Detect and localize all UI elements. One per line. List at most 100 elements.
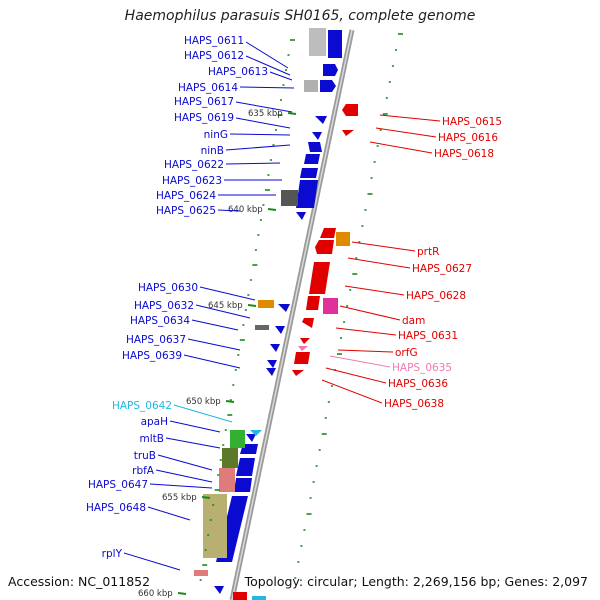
leader-line	[344, 285, 405, 296]
feature-block[interactable]	[336, 232, 350, 246]
gene-block[interactable]	[252, 596, 266, 600]
gene-label[interactable]: HAPS_0627	[412, 263, 472, 275]
gene-label[interactable]: HAPS_0618	[434, 148, 494, 160]
scale-tick	[287, 112, 297, 115]
gene-label[interactable]: HAPS_0623	[162, 175, 222, 187]
feature-block[interactable]	[304, 80, 318, 92]
gene-arrow[interactable]	[267, 360, 277, 368]
gene-label[interactable]: ninG	[204, 129, 228, 141]
gene-block[interactable]	[236, 458, 255, 476]
gene-arrow[interactable]	[246, 434, 256, 442]
feature-block[interactable]	[258, 300, 274, 308]
leader-line	[169, 420, 221, 433]
gene-label[interactable]: HAPS_0611	[184, 35, 244, 47]
gene-label[interactable]: apaH	[141, 416, 168, 428]
gene-label[interactable]: HAPS_0632	[134, 300, 194, 312]
gene-label[interactable]: HAPS_0630	[138, 282, 198, 294]
gene-label[interactable]: ninB	[201, 145, 224, 157]
gene-label[interactable]: truB	[134, 450, 156, 462]
gene-label[interactable]: HAPS_0634	[130, 315, 190, 327]
feature-block[interactable]	[230, 430, 245, 448]
gene-label[interactable]: HAPS_0647	[88, 479, 148, 491]
leader-line	[245, 55, 291, 76]
gene-arrow[interactable]	[342, 130, 354, 136]
gene-label[interactable]: dam	[402, 315, 425, 327]
gene-label[interactable]: HAPS_0638	[384, 398, 444, 410]
gene-arrow[interactable]	[296, 212, 306, 220]
feature-block[interactable]	[255, 325, 269, 330]
gene-block[interactable]	[296, 180, 318, 208]
gene-arrow[interactable]	[214, 586, 224, 594]
gene-label[interactable]: rplY	[102, 548, 123, 560]
gene-label[interactable]: HAPS_0622	[164, 159, 224, 171]
gene-block[interactable]	[294, 352, 310, 364]
leader-line	[191, 319, 239, 331]
gene-label[interactable]: mltB	[140, 433, 164, 445]
feature-block[interactable]	[281, 190, 298, 206]
feature-block[interactable]	[203, 494, 227, 558]
gene-arrow[interactable]	[315, 116, 327, 124]
gene-arrow[interactable]	[250, 430, 262, 436]
gene-label[interactable]: HAPS_0635	[392, 362, 452, 374]
feature-block[interactable]	[194, 570, 208, 576]
scale-label: 660 kbp	[138, 589, 173, 599]
gene-arrow[interactable]	[300, 338, 310, 344]
gene-label[interactable]: rbfA	[132, 465, 155, 477]
gene-label[interactable]: HAPS_0636	[388, 378, 448, 390]
gene-label[interactable]: HAPS_0625	[156, 205, 216, 217]
gene-label[interactable]: HAPS_0624	[156, 190, 216, 202]
gene-arrow[interactable]	[302, 318, 314, 328]
gene-label[interactable]: HAPS_0615	[442, 116, 502, 128]
reverse-genes	[233, 104, 358, 600]
gene-label[interactable]: HAPS_0613	[208, 66, 268, 78]
gene-block[interactable]	[320, 228, 336, 238]
gene-arrow[interactable]	[266, 368, 276, 376]
leader-line	[155, 469, 213, 483]
gene-block[interactable]	[309, 262, 330, 294]
leader-line	[351, 241, 416, 252]
gene-arrow[interactable]	[298, 346, 308, 351]
gene-label[interactable]: HAPS_0637	[126, 334, 186, 346]
leader-line	[235, 117, 291, 129]
leader-line	[269, 71, 293, 81]
gene-block[interactable]	[233, 592, 247, 600]
gene-arrow[interactable]	[270, 344, 280, 352]
gene-label[interactable]: HAPS_0619	[174, 112, 234, 124]
leader-line	[195, 304, 251, 319]
feature-block[interactable]	[323, 298, 338, 314]
gene-arrow[interactable]	[292, 370, 304, 376]
gene-arrow[interactable]	[308, 142, 322, 152]
gene-label[interactable]: HAPS_0648	[86, 502, 146, 514]
feature-block[interactable]	[222, 448, 238, 468]
gene-label[interactable]: HAPS_0612	[184, 50, 244, 62]
gene-label[interactable]: prtR	[417, 246, 439, 258]
gene-arrow[interactable]	[300, 168, 318, 178]
gene-arrow[interactable]	[342, 104, 358, 116]
gene-arrow[interactable]	[304, 154, 320, 164]
leader-line	[337, 349, 394, 353]
feature-block[interactable]	[219, 468, 235, 492]
feature-block[interactable]	[309, 28, 326, 56]
gene-arrow[interactable]	[312, 132, 322, 140]
gene-block[interactable]	[234, 478, 252, 492]
gene-block[interactable]	[306, 296, 320, 310]
gene-label[interactable]: HAPS_0614	[178, 82, 238, 94]
gene-block[interactable]	[328, 30, 342, 58]
gene-block[interactable]	[315, 240, 334, 254]
gene-arrow[interactable]	[320, 80, 336, 92]
gene-label[interactable]: HAPS_0628	[406, 290, 466, 302]
gene-arrow[interactable]	[275, 326, 285, 334]
leader-line	[369, 141, 433, 154]
left-labels: HAPS_0611 HAPS_0612 HAPS_0613 HAPS_0614 HAPS…	[86, 35, 295, 571]
gene-label[interactable]: HAPS_0631	[398, 330, 458, 342]
scale-label: 640 kbp	[228, 205, 263, 215]
gene-label[interactable]: HAPS_0617	[174, 96, 234, 108]
gene-label[interactable]: orfG	[395, 347, 418, 359]
gene-arrow[interactable]	[323, 64, 338, 76]
gene-label[interactable]: HAPS_0639	[122, 350, 182, 362]
topology-text: Topology: circular; Length: 2,269,156 bp…	[244, 574, 588, 589]
gene-arrow[interactable]	[278, 304, 290, 312]
gene-label[interactable]: HAPS_0642	[112, 400, 172, 412]
gene-label[interactable]: HAPS_0616	[438, 132, 498, 144]
scale-tick	[225, 400, 235, 403]
